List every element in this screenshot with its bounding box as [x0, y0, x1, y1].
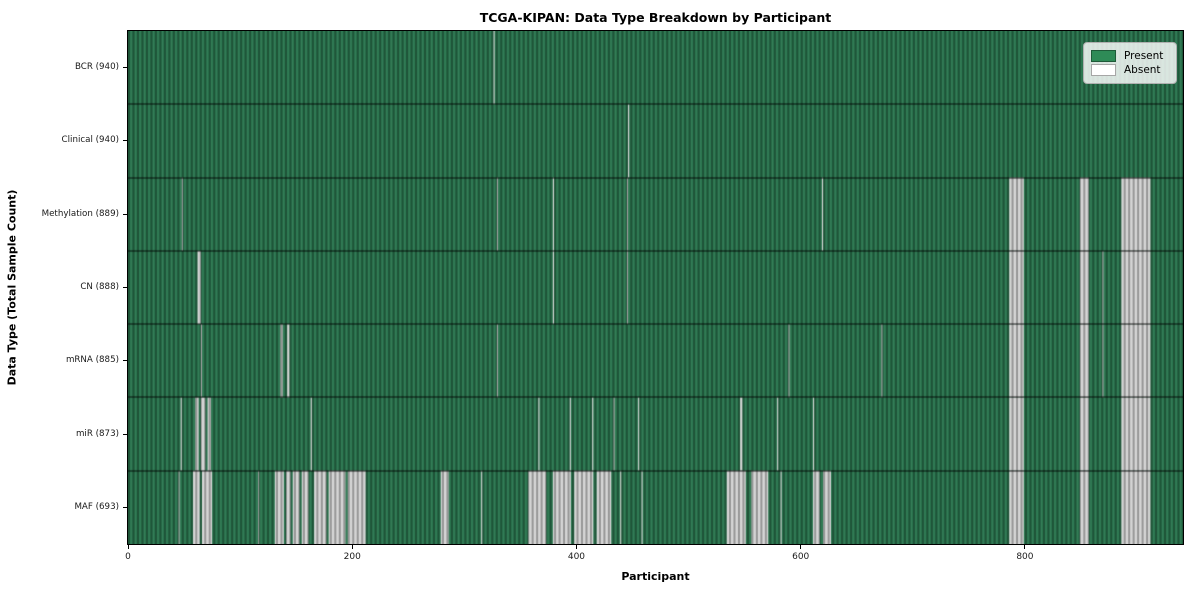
- x-axis-tick: [351, 545, 353, 549]
- x-tick-label: 200: [343, 552, 361, 562]
- heatmap-canvas: [127, 30, 1183, 544]
- plot-area: [126, 29, 1184, 545]
- x-tick-label: 600: [792, 552, 810, 562]
- legend-label-absent: Absent: [1124, 64, 1161, 76]
- y-tick-label: mRNA (885): [65, 355, 119, 366]
- y-tick-label: Methylation (889): [41, 208, 119, 219]
- x-tick-label: 800: [1016, 552, 1034, 562]
- y-axis-tick: [123, 287, 127, 288]
- x-tick-label: 0: [125, 552, 131, 562]
- y-tick-label: Clinical (940): [61, 135, 119, 146]
- legend: Present Absent: [1083, 42, 1177, 84]
- chart-title: TCGA-KIPAN: Data Type Breakdown by Parti…: [479, 10, 832, 25]
- legend-item-absent: Absent: [1091, 64, 1168, 76]
- x-axis-tick: [1024, 545, 1026, 549]
- y-axis-tick: [123, 67, 127, 69]
- y-axis-tick: [123, 433, 127, 435]
- x-axis-label: Participant: [621, 570, 690, 583]
- y-axis-tick: [123, 360, 127, 362]
- y-axis-tick: [123, 213, 127, 215]
- y-tick-label: miR (873): [75, 428, 119, 439]
- y-tick-label: CN (888): [80, 282, 119, 292]
- x-axis-tick: [575, 545, 577, 549]
- x-axis-tick: [127, 545, 129, 549]
- x-tick-label: 400: [567, 552, 586, 562]
- legend-swatch-present-icon: [1091, 50, 1116, 62]
- y-axis-tick: [123, 140, 127, 142]
- x-axis-tick: [800, 545, 802, 549]
- y-axis-tick: [123, 506, 127, 508]
- y-axis-label: Data Type (Total Sample Count): [5, 189, 19, 386]
- legend-item-present: Present: [1091, 50, 1168, 62]
- legend-label-present: Present: [1124, 50, 1164, 62]
- y-tick-label: MAF (693): [74, 501, 119, 512]
- legend-swatch-absent-icon: [1091, 64, 1116, 76]
- y-tick-label: BCR (940): [74, 62, 119, 73]
